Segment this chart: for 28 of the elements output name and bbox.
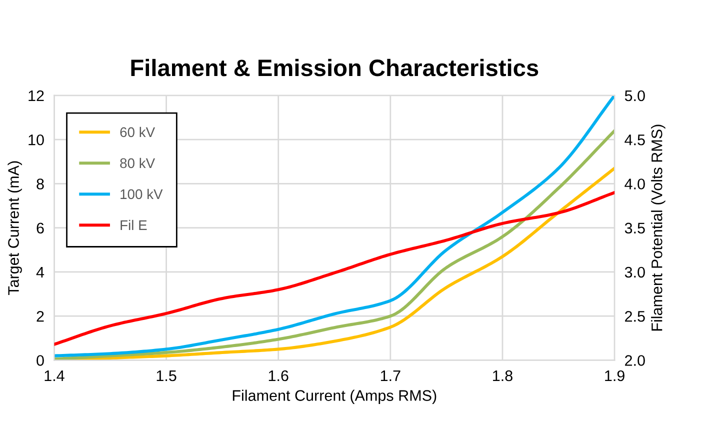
y2-tick-label: 3.5	[624, 222, 645, 234]
chart-title: Filament & Emission Characteristics	[131, 58, 538, 76]
x-tick-label: 1.9	[605, 370, 624, 382]
legend-label: 100 kV	[120, 188, 163, 200]
y2-axis-title: Filament Potential (Volts RMS)	[651, 124, 666, 331]
legend-label: 60 kV	[120, 126, 156, 138]
x-tick-label: 1.8	[493, 370, 512, 382]
y-tick-label: 0	[36, 355, 44, 366]
y-tick-label: 2	[36, 310, 44, 322]
y2-tick-label: 2.5	[625, 310, 645, 322]
y-tick-label: 10	[28, 134, 44, 146]
y2-tick-label: 2.0	[625, 355, 645, 366]
x-axis-title: Filament Current (Amps RMS)	[232, 390, 436, 404]
y2-tick-label: 4.5	[624, 134, 645, 146]
y2-tick-label: 5.0	[624, 90, 645, 102]
y2-tick-label: 3.0	[624, 266, 645, 278]
legend-label: Fil E	[120, 220, 147, 230]
y-tick-label: 4	[36, 267, 44, 278]
legend-label: 80 kV	[120, 158, 156, 168]
x-tick-label: 1.6	[268, 370, 288, 382]
y-tick-label: 6	[36, 222, 44, 234]
x-tick-label: 1.5	[156, 370, 176, 382]
y-axis-title: Target Current (mA)	[8, 161, 22, 295]
y2-tick-label: 4.0	[624, 178, 645, 190]
x-tick-label: 1.7	[380, 370, 400, 382]
x-tick-label: 1.4	[44, 370, 64, 382]
y-tick-label: 8	[36, 178, 44, 190]
y-tick-label: 12	[28, 90, 44, 102]
